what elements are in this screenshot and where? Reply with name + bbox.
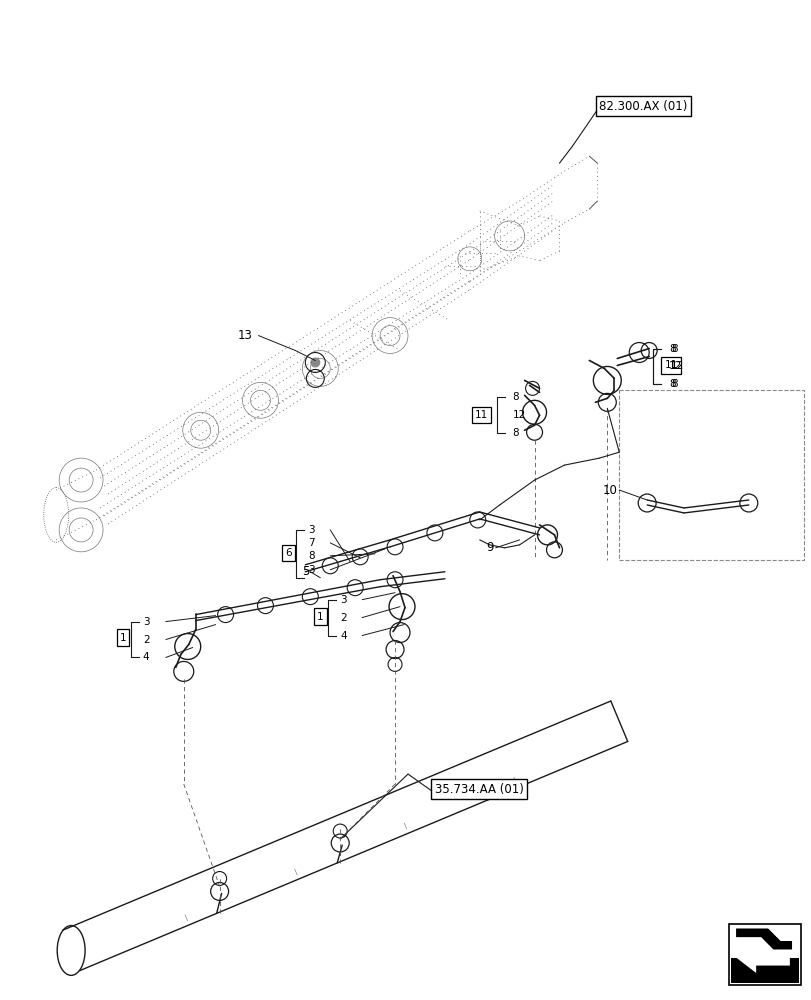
Polygon shape [735, 942, 789, 973]
Bar [730, 958, 798, 983]
Text: 2: 2 [143, 635, 149, 645]
Text: 2: 2 [340, 613, 346, 623]
Text: 3: 3 [308, 565, 315, 575]
Polygon shape [767, 928, 791, 941]
Text: 8: 8 [670, 379, 677, 389]
Text: 9: 9 [485, 541, 493, 554]
Text: 8: 8 [512, 428, 518, 438]
Text: 8: 8 [670, 344, 677, 354]
Polygon shape [735, 928, 791, 949]
Text: 11: 11 [663, 360, 677, 370]
Text: 5: 5 [302, 565, 309, 578]
Text: 8: 8 [308, 551, 315, 561]
Text: 8: 8 [668, 379, 675, 389]
Text: 8: 8 [668, 344, 675, 354]
Text: 7: 7 [308, 538, 315, 548]
Bar [619, 390, 803, 560]
Text: 4: 4 [340, 631, 346, 641]
Text: 6: 6 [285, 548, 291, 558]
Text: 3: 3 [143, 617, 149, 627]
Text: 13: 13 [238, 329, 253, 342]
Text: 12: 12 [670, 361, 684, 371]
Text: 11: 11 [474, 410, 487, 420]
Text: 1: 1 [316, 612, 324, 622]
Text: 82.300.AX (01): 82.300.AX (01) [599, 100, 687, 113]
Text: 35.734.AA (01): 35.734.AA (01) [435, 783, 523, 796]
Circle shape [310, 357, 320, 367]
Text: 10: 10 [602, 484, 616, 497]
Text: 8: 8 [512, 392, 518, 402]
Text: 12: 12 [668, 361, 681, 371]
Text: 3: 3 [340, 595, 346, 605]
Text: 12: 12 [512, 410, 526, 420]
Text: 1: 1 [119, 633, 127, 643]
Text: 4: 4 [143, 652, 149, 662]
Bar [728, 924, 800, 985]
Text: 3: 3 [308, 525, 315, 535]
